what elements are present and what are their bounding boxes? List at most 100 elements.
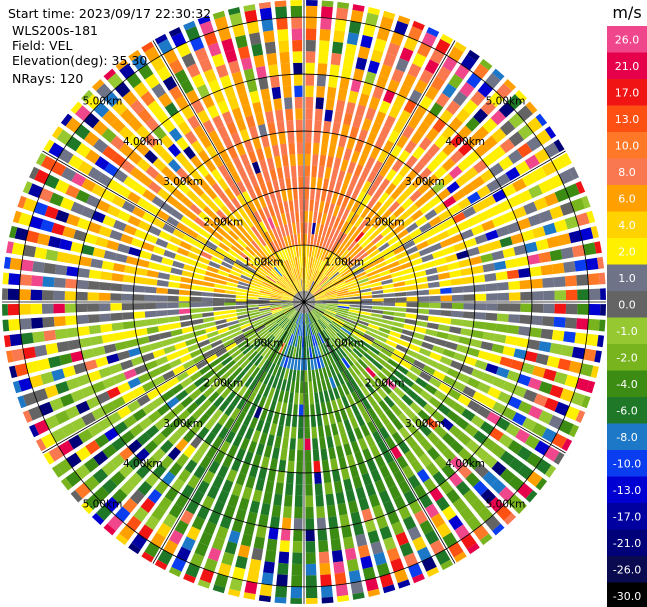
velocity-cell — [358, 462, 369, 475]
velocity-cell — [364, 382, 376, 394]
velocity-cell — [180, 396, 194, 408]
velocity-cell — [433, 202, 447, 215]
velocity-cell — [433, 389, 447, 402]
velocity-cell — [390, 446, 403, 460]
velocity-cell — [306, 5, 318, 18]
velocity-cell — [346, 32, 359, 46]
velocity-cell — [341, 396, 350, 409]
velocity-cell — [48, 446, 64, 462]
velocity-cell — [416, 240, 429, 251]
velocity-cell — [403, 490, 417, 505]
velocity-cell — [185, 563, 200, 578]
velocity-cell — [308, 324, 313, 336]
velocity-cell — [316, 235, 322, 247]
velocity-cell — [219, 440, 231, 454]
velocity-cell — [344, 320, 356, 328]
velocity-cell — [334, 181, 342, 194]
velocity-cell — [351, 187, 361, 201]
velocity-cell — [137, 481, 153, 496]
velocity-cell — [551, 155, 568, 171]
velocity-cell — [352, 592, 365, 600]
velocity-cell — [349, 296, 361, 300]
velocity-cell — [314, 291, 325, 298]
velocity-cell — [380, 226, 393, 237]
velocity-cell — [522, 172, 537, 187]
velocity-cell — [523, 201, 538, 215]
velocity-cell — [350, 440, 361, 454]
velocity-cell — [337, 595, 350, 603]
velocity-cell — [313, 334, 318, 346]
velocity-cell — [304, 336, 307, 348]
velocity-cell — [157, 403, 171, 416]
velocity-cell — [260, 330, 270, 340]
velocity-cell — [546, 235, 560, 249]
velocity-cell — [355, 249, 366, 259]
velocity-cell — [330, 133, 339, 146]
velocity-cell — [176, 453, 189, 468]
velocity-cell — [121, 391, 136, 404]
velocity-cell — [328, 144, 337, 157]
velocity-cell — [402, 376, 415, 388]
velocity-cell — [226, 469, 238, 483]
velocity-cell — [389, 374, 401, 386]
velocity-cell — [191, 490, 205, 505]
velocity-cell — [390, 240, 403, 251]
velocity-cell — [333, 561, 345, 574]
velocity-cell — [330, 423, 339, 436]
velocity-cell — [281, 517, 292, 530]
velocity-cell — [185, 338, 198, 347]
velocity-cell — [386, 547, 401, 562]
velocity-cell — [379, 64, 393, 78]
velocity-cell — [395, 251, 408, 260]
velocity-cell — [405, 155, 418, 169]
velocity-cell — [398, 505, 412, 520]
colorbar-tick-label: -10.0 — [613, 457, 641, 470]
velocity-cell — [308, 381, 313, 393]
velocity-cell — [348, 90, 359, 104]
velocity-cell — [313, 131, 321, 144]
velocity-cell — [327, 326, 336, 336]
velocity-cell — [401, 198, 414, 210]
velocity-cell — [347, 240, 357, 251]
velocity-cell — [313, 270, 320, 282]
velocity-cell — [297, 312, 301, 324]
velocity-cell — [196, 505, 210, 520]
velocity-cell — [389, 330, 402, 339]
velocity-cell — [221, 335, 233, 343]
velocity-cell — [431, 410, 445, 424]
velocity-cell — [219, 515, 233, 530]
velocity-cell — [350, 262, 362, 271]
velocity-cell — [285, 333, 292, 345]
velocity-cell — [251, 430, 261, 443]
velocity-cell — [373, 187, 384, 201]
velocity-cell — [387, 358, 400, 369]
velocity-cell — [305, 153, 311, 166]
velocity-cell — [183, 444, 196, 458]
velocity-cell — [448, 472, 463, 487]
velocity-cell — [330, 52, 342, 66]
velocity-cell — [326, 436, 334, 449]
velocity-cell — [383, 306, 395, 311]
velocity-cell — [316, 414, 323, 427]
velocity-cell — [328, 388, 335, 401]
velocity-cell — [339, 266, 350, 275]
velocity-cell — [275, 341, 283, 353]
velocity-cell — [318, 540, 329, 553]
velocity-cell — [414, 510, 428, 525]
velocity-cell — [320, 278, 330, 287]
velocity-cell — [202, 349, 215, 359]
velocity-cell — [497, 292, 510, 301]
velocity-cell — [91, 513, 105, 525]
velocity-cell — [312, 309, 321, 318]
velocity-cell — [395, 302, 407, 307]
velocity-cell — [315, 223, 320, 235]
velocity-cell — [563, 261, 576, 273]
velocity-cell — [330, 538, 342, 552]
velocity-cell — [358, 373, 368, 385]
velocity-cell — [415, 377, 428, 389]
velocity-cell — [485, 283, 498, 292]
velocity-cell — [207, 485, 220, 500]
velocity-cell — [488, 353, 502, 364]
velocity-cell — [403, 407, 416, 420]
velocity-cell — [391, 431, 404, 445]
